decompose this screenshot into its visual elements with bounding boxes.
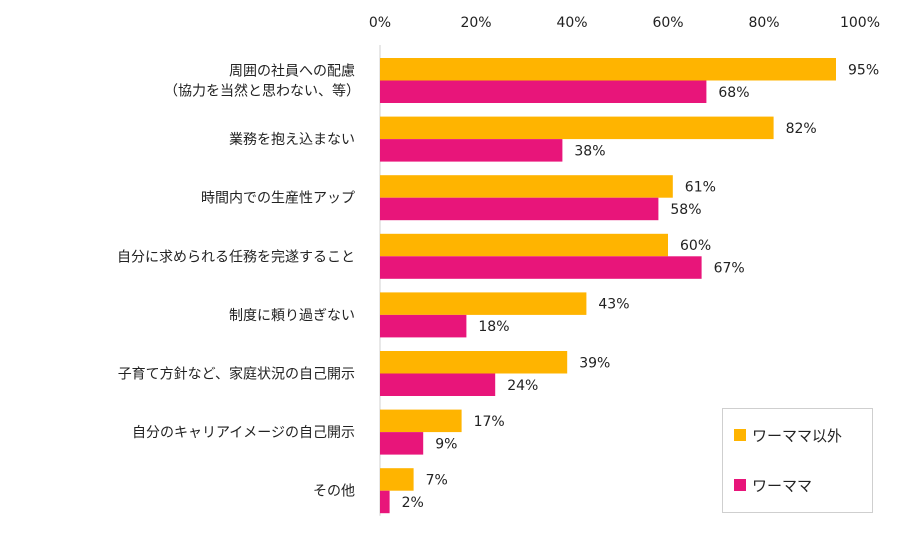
category-label: （協力を当然と思わない、等） (164, 83, 360, 100)
bar-working-mother (380, 373, 496, 396)
bar-non-working-mother (380, 468, 414, 491)
category-label: 時間内での生産性アップ (201, 191, 355, 207)
data-label: 95% (848, 62, 879, 78)
bar-working-mother (380, 80, 707, 103)
category-label: 自分のキャリアイメージの自己開示 (132, 425, 355, 441)
data-label: 9% (435, 436, 457, 452)
category-label: 業務を抱え込まない (229, 132, 355, 148)
legend-box (722, 408, 873, 513)
x-tick-label: 100% (840, 15, 880, 31)
data-label: 7% (426, 472, 448, 488)
bar-non-working-mother (380, 116, 774, 140)
x-tick-label: 0% (369, 15, 391, 31)
data-label: 2% (402, 495, 424, 511)
bar-non-working-mother (380, 175, 673, 198)
legend-label: ワーママ (752, 477, 812, 495)
data-label: 38% (574, 143, 605, 159)
data-label: 39% (579, 355, 610, 371)
data-label: 17% (474, 414, 505, 430)
category-label: 子育て方針など、家庭状況の自己開示 (118, 366, 355, 383)
bar-non-working-mother (380, 351, 568, 374)
category-label: 周囲の社員への配慮 (229, 64, 355, 80)
bar-working-mother (380, 432, 424, 455)
bar-working-mother (380, 314, 467, 338)
bar-working-mother (380, 256, 702, 279)
x-tick-label: 20% (460, 15, 491, 31)
x-tick-label: 60% (652, 15, 683, 31)
category-label: その他 (313, 484, 355, 500)
bar-working-mother (380, 197, 659, 221)
data-label: 18% (478, 319, 509, 335)
data-label: 67% (714, 261, 745, 277)
bar-non-working-mother (380, 292, 587, 315)
data-label: 24% (507, 378, 538, 394)
legend-swatch (734, 479, 746, 491)
bar-working-mother (380, 139, 563, 162)
data-label: 68% (718, 85, 749, 101)
bar-non-working-mother (380, 233, 668, 257)
x-tick-label: 40% (556, 15, 587, 31)
bar-working-mother (380, 490, 390, 514)
bar-non-working-mother (380, 58, 836, 81)
legend-swatch (734, 429, 746, 441)
bar-non-working-mother (380, 409, 462, 433)
category-label: 自分に求められる任務を完遂すること (117, 249, 355, 265)
data-label: 60% (680, 238, 711, 254)
data-label: 58% (670, 202, 701, 218)
data-label: 82% (786, 121, 817, 137)
legend-label: ワーママ以外 (752, 427, 842, 445)
data-label: 61% (685, 179, 716, 195)
x-tick-label: 80% (748, 15, 779, 31)
category-label: 制度に頼り過ぎない (229, 308, 355, 324)
data-label: 43% (598, 297, 629, 313)
